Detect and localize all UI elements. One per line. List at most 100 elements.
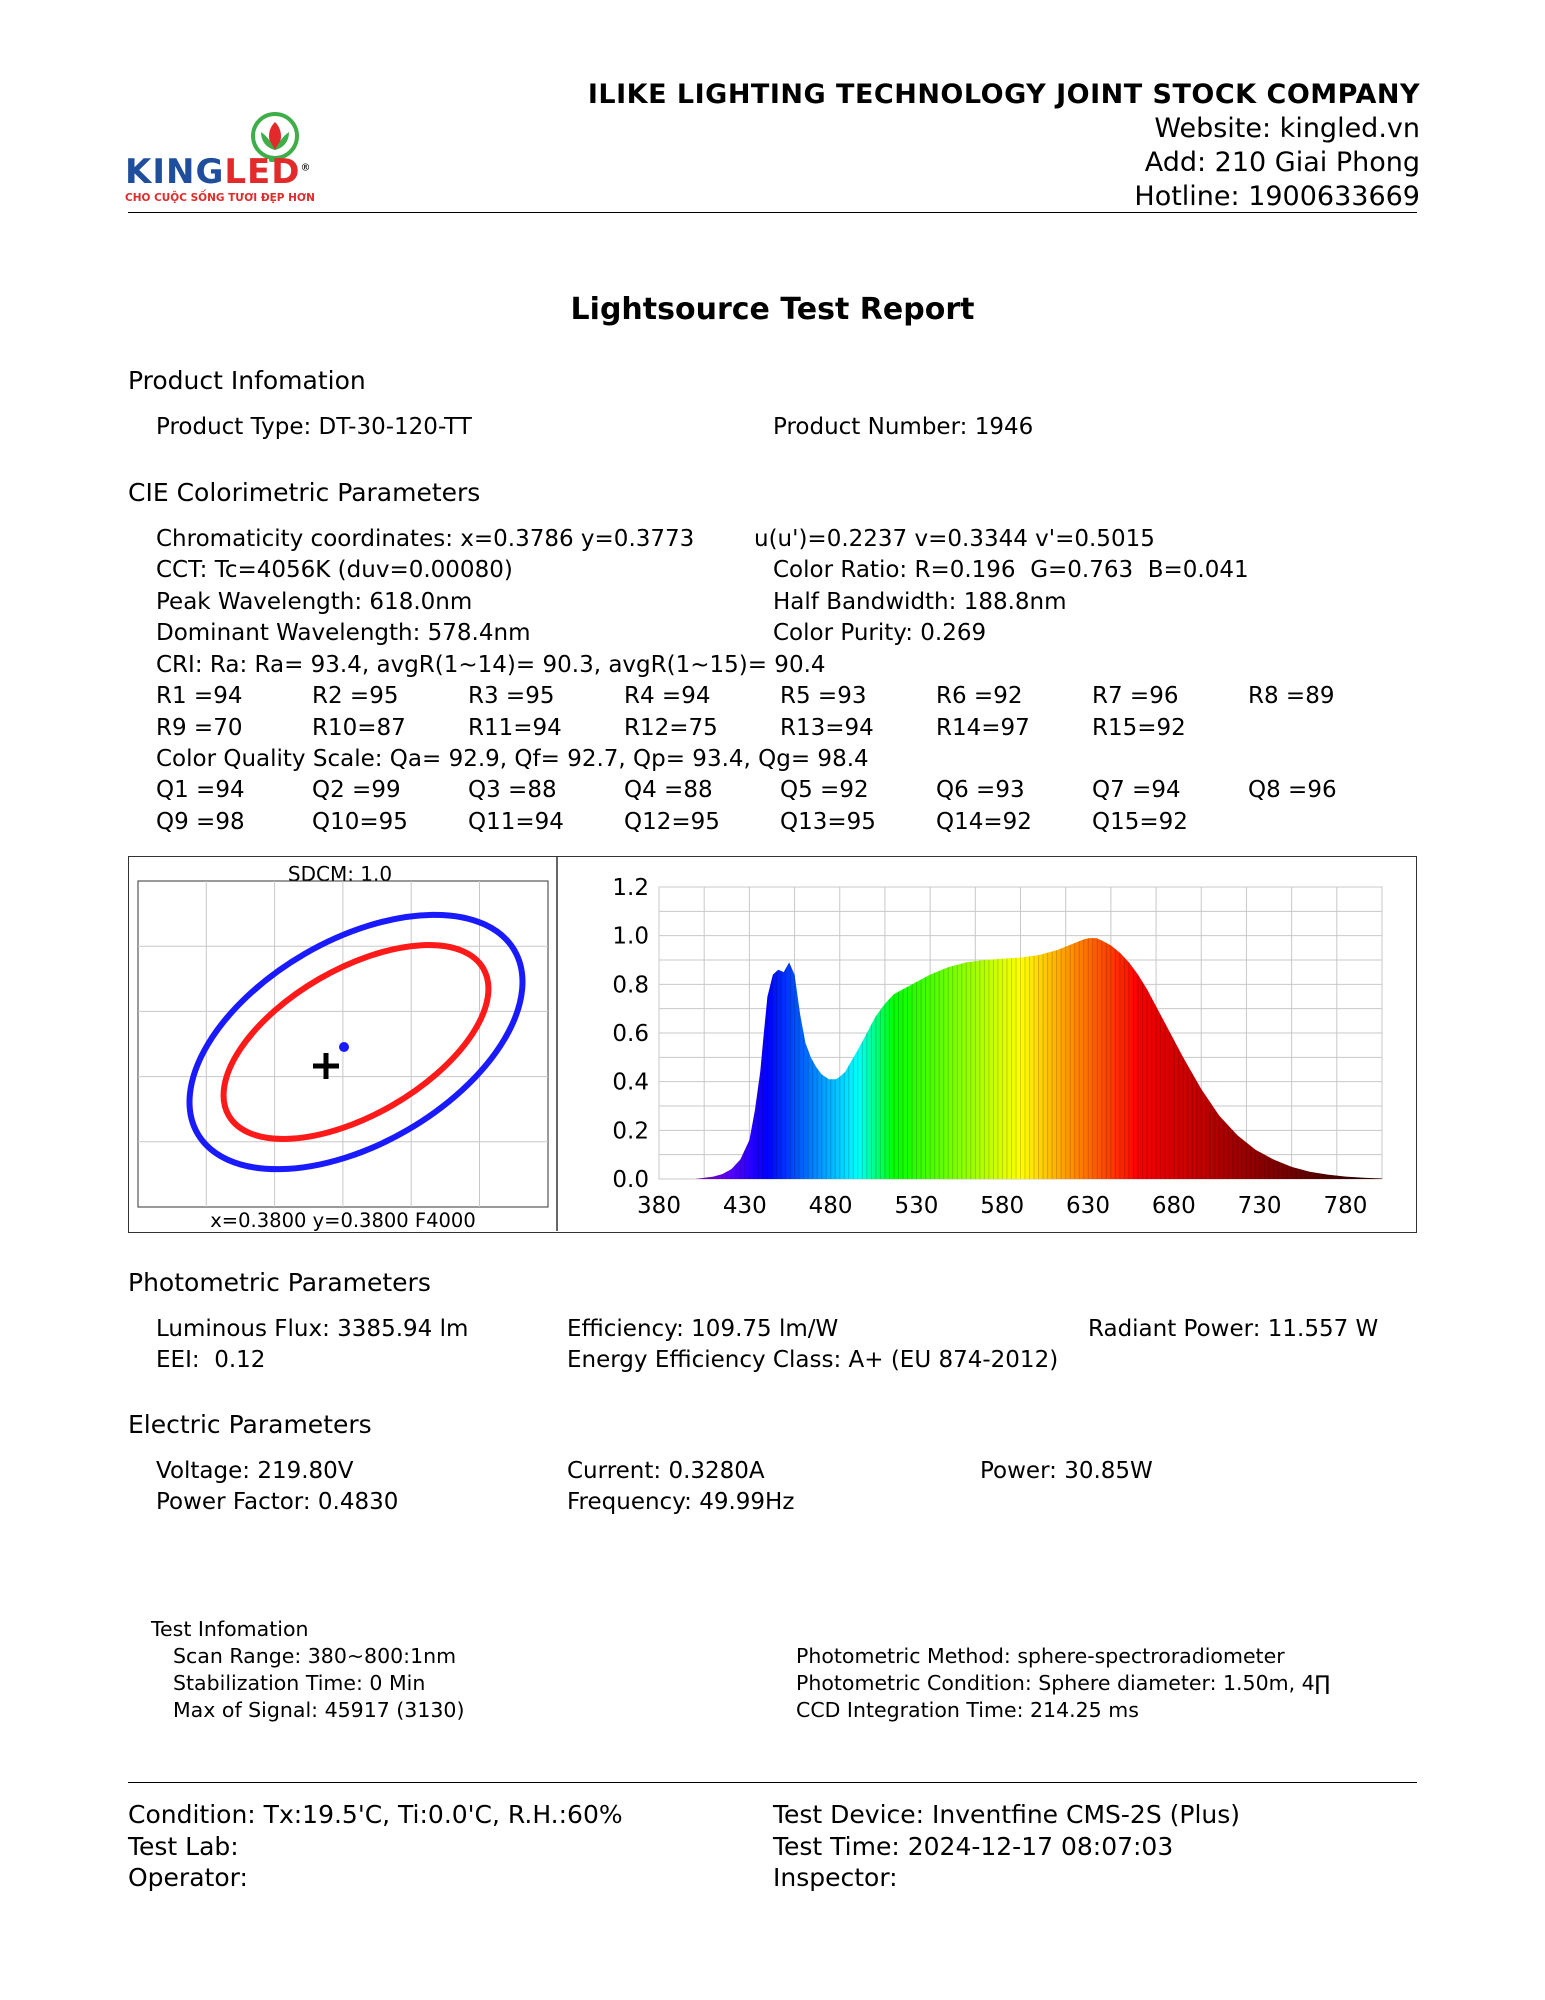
- q-value: Q5 =92: [780, 777, 869, 803]
- company-address: Add: 210 Giai Phong: [1144, 147, 1420, 178]
- x-tick-label: 780: [1323, 1193, 1367, 1219]
- radiant-power: Radiant Power: 11.557 W: [1088, 1316, 1379, 1342]
- company-logo: KINGLED® CHO CUỘC SỐNG TƯƠI ĐẸP HƠN: [125, 108, 335, 208]
- sdcm-footer: x=0.3800 y=0.3800 F4000: [210, 1209, 475, 1231]
- q-value: Q15=92: [1092, 808, 1188, 835]
- q-value: Q1 =94: [156, 777, 245, 803]
- sdcm-title: SDCM: 1.0: [288, 862, 392, 886]
- luminous-flux: Luminous Flux: 3385.94 lm: [156, 1316, 469, 1342]
- q-value: Q2 =99: [312, 777, 401, 803]
- cct: CCT: Tc=4056K (duv=0.00080): [156, 557, 513, 583]
- x-tick-label: 480: [809, 1193, 853, 1219]
- q-value: Q9 =98: [156, 808, 245, 835]
- test-lab: Test Lab:: [128, 1832, 239, 1861]
- r-value: R3 =95: [468, 683, 555, 709]
- company-name: ILIKE LIGHTING TECHNOLOGY JOINT STOCK CO…: [587, 79, 1420, 110]
- q-value: Q13=95: [780, 808, 876, 835]
- sdcm-outer-ellipse: [186, 911, 526, 1173]
- q-value: Q3 =88: [468, 777, 557, 803]
- r-value: R10=87: [312, 714, 406, 741]
- inspector: Inspector:: [773, 1863, 898, 1892]
- spectrum-chart: 0.0 0.2 0.4 0.6 0.8 1.0 1.2 380 430 480 530 580 630 6…: [612, 875, 1383, 1219]
- y-tick-label: 0.2: [612, 1118, 649, 1144]
- r-value: R9 =70: [156, 714, 243, 741]
- r-value: R12=75: [624, 714, 718, 741]
- power: Power: 30.85W: [980, 1458, 1153, 1484]
- q-value: Q4 =88: [624, 777, 713, 803]
- y-tick-label: 0.6: [612, 1021, 649, 1047]
- header-divider: [128, 212, 1417, 213]
- logo-wordmark: KINGLED®: [125, 152, 312, 192]
- x-tick-label: 730: [1238, 1193, 1282, 1219]
- chart-panel-svg: SDCM: 1.0 x=0.3800 y=0.3800 F4000 0.0 0.2…: [137, 857, 1383, 1231]
- product-heading: Product Infomation: [128, 366, 366, 395]
- q-value: Q6 =93: [936, 777, 1025, 803]
- half-bandwidth: Half Bandwidth: 188.8nm: [773, 589, 1067, 615]
- y-tick-label: 0.4: [612, 1070, 649, 1096]
- q-value: Q10=95: [312, 808, 408, 835]
- x-tick-label: 630: [1066, 1193, 1110, 1219]
- max-signal: Max of Signal: 45917 (3130): [173, 1698, 465, 1722]
- photometric-heading: Photometric Parameters: [128, 1268, 431, 1297]
- r-value: R15=92: [1092, 714, 1186, 741]
- eei: EEI: 0.12: [156, 1347, 266, 1373]
- logo-tagline: CHO CUỘC SỐNG TƯƠI ĐẸP HƠN: [125, 192, 315, 204]
- electric-heading: Electric Parameters: [128, 1410, 372, 1439]
- uv-coordinates: u(u')=0.2237 v=0.3344 v'=0.5015: [754, 526, 1155, 552]
- photometric-condition: Photometric Condition: Sphere diameter: …: [796, 1671, 1331, 1695]
- q-value: Q8 =96: [1248, 777, 1337, 803]
- x-tick-label: 680: [1152, 1193, 1196, 1219]
- x-tick-label: 580: [980, 1193, 1024, 1219]
- report-title: Lightsource Test Report: [570, 292, 975, 327]
- photometric-method: Photometric Method: sphere-spectroradiom…: [796, 1644, 1285, 1668]
- chart-panel: SDCM: 1.0 x=0.3800 y=0.3800 F4000 0.0 0.2…: [128, 856, 1417, 1233]
- r-value: R8 =89: [1248, 683, 1335, 709]
- q-value: Q7 =94: [1092, 777, 1181, 803]
- r-value: R5 =93: [780, 683, 867, 709]
- q-value: Q11=94: [468, 808, 564, 835]
- r-value: R6 =92: [936, 683, 1023, 709]
- r-value: R13=94: [780, 714, 874, 741]
- operator: Operator:: [128, 1863, 248, 1892]
- test-condition: Condition: Tx:19.5'C, Ti:0.0'C, R.H.:60%: [128, 1800, 623, 1829]
- x-tick-label: 530: [894, 1193, 938, 1219]
- dominant-wavelength: Dominant Wavelength: 578.4nm: [156, 620, 531, 646]
- color-quality-scale: Color Quality Scale: Qa= 92.9, Qf= 92.7,…: [156, 746, 869, 772]
- test-time: Test Time: 2024-12-17 08:07:03: [773, 1832, 1174, 1861]
- company-info: ILIKE LIGHTING TECHNOLOGY JOINT STOCK CO…: [588, 78, 1420, 214]
- company-hotline: Hotline: 1900633669: [1134, 181, 1420, 212]
- stabilization-time: Stabilization Time: 0 Min: [173, 1671, 426, 1695]
- r-value: R14=97: [936, 714, 1030, 741]
- test-info-heading: Test Infomation: [151, 1617, 309, 1641]
- ccd-integration-time: CCD Integration Time: 214.25 ms: [796, 1698, 1139, 1722]
- current: Current: 0.3280A: [567, 1458, 765, 1484]
- sdcm-chart: SDCM: 1.0 x=0.3800 y=0.3800 F4000: [137, 862, 549, 1231]
- lotus-bulb-icon: [251, 112, 299, 162]
- y-tick-label: 0.8: [612, 972, 649, 998]
- r-value: R1 =94: [156, 683, 243, 709]
- x-tick-label: 380: [637, 1193, 681, 1219]
- r-value: R7 =96: [1092, 683, 1179, 709]
- product-number: Product Number: 1946: [773, 414, 1034, 440]
- r-value: R2 =95: [312, 683, 399, 709]
- energy-class: Energy Efficiency Class: A+ (EU 874-2012…: [567, 1347, 1059, 1373]
- power-factor: Power Factor: 0.4830: [156, 1489, 399, 1515]
- test-device: Test Device: Inventfine CMS-2S (Plus): [773, 1800, 1241, 1829]
- y-tick-label: 1.0: [612, 924, 649, 950]
- color-purity: Color Purity: 0.269: [773, 620, 987, 646]
- footer-divider: [128, 1782, 1417, 1783]
- x-tick-label: 430: [723, 1193, 767, 1219]
- chromaticity: Chromaticity coordinates: x=0.3786 y=0.3…: [156, 526, 695, 552]
- r-value: R11=94: [468, 714, 562, 741]
- frequency: Frequency: 49.99Hz: [567, 1489, 795, 1515]
- color-ratio: Color Ratio: R=0.196 G=0.763 B=0.041: [773, 557, 1249, 583]
- company-website: Website: kingled.vn: [1154, 113, 1420, 144]
- scan-range: Scan Range: 380~800:1nm: [173, 1644, 457, 1668]
- y-tick-label: 1.2: [612, 875, 649, 901]
- q-value: Q12=95: [624, 808, 720, 835]
- measured-point: [339, 1042, 349, 1052]
- product-type: Product Type: DT-30-120-TT: [156, 414, 472, 440]
- r-value: R4 =94: [624, 683, 711, 709]
- cie-heading: CIE Colorimetric Parameters: [128, 478, 481, 507]
- peak-wavelength: Peak Wavelength: 618.0nm: [156, 589, 473, 615]
